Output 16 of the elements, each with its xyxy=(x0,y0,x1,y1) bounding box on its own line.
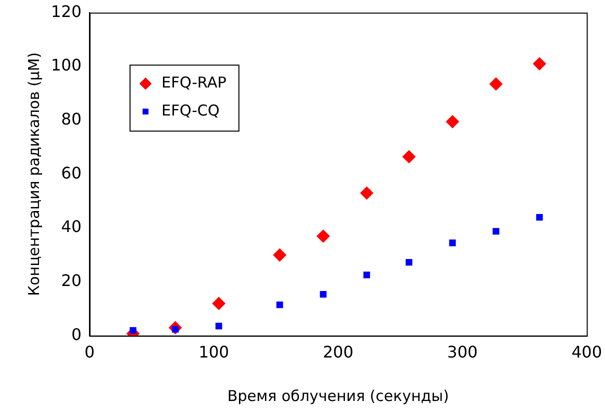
legend-label: EFQ-RAP xyxy=(162,73,226,92)
y-tick-label: 60 xyxy=(61,163,82,182)
x-tick-label: 100 xyxy=(198,342,230,362)
y-tick-label: 20 xyxy=(61,271,82,290)
y-tick-label: 100 xyxy=(50,56,82,75)
y-tick-label: 120 xyxy=(50,2,82,21)
y-tick-label: 0 xyxy=(71,324,82,344)
y-tick-label: 80 xyxy=(61,109,82,128)
x-tick-label: 400 xyxy=(571,342,602,362)
x-axis-title: Время облучения (секунды) xyxy=(227,386,449,405)
y-tick-label: 40 xyxy=(61,217,82,236)
legend-label: EFQ-CQ xyxy=(162,101,220,120)
x-tick-label: 300 xyxy=(447,342,478,362)
x-tick-label: 200 xyxy=(322,342,354,362)
y-axis-title: Концентрация радикалов (μM) xyxy=(24,52,43,296)
x-tick-label: 0 xyxy=(84,342,95,362)
